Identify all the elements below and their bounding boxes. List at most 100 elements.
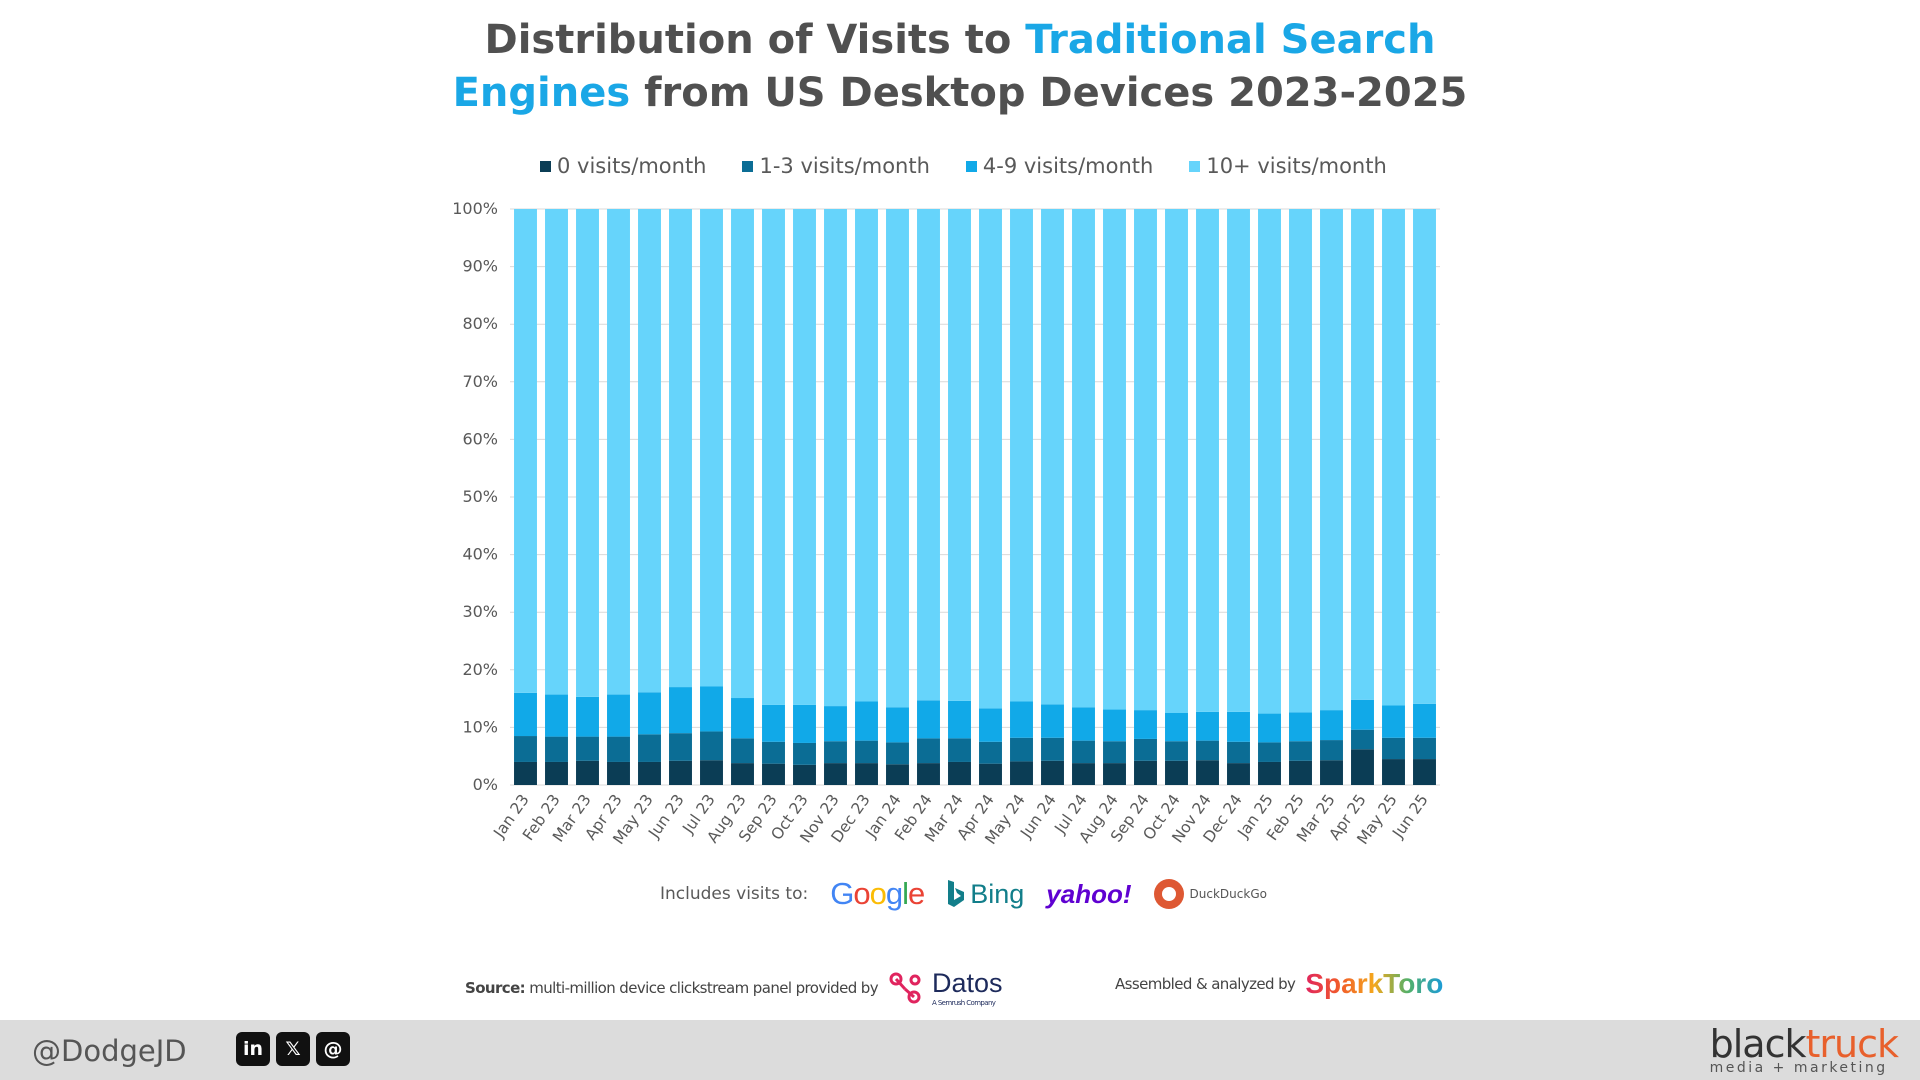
- blacktruck-logo: blacktruck media + marketing: [1709, 1022, 1899, 1076]
- bar-segment: [514, 209, 537, 693]
- legend-item: 4-9 visits/month: [965, 154, 1153, 178]
- bar-segment: [824, 706, 847, 742]
- bar-segment: [1289, 741, 1312, 761]
- bar-segment: [824, 763, 847, 785]
- source-bold: Source:: [465, 978, 526, 997]
- bar-segment: [793, 209, 816, 705]
- bar-segment: [1134, 209, 1157, 711]
- chart-legend: 0 visits/month 1-3 visits/month 4-9 visi…: [540, 154, 1440, 178]
- bar-segment: [1196, 711, 1219, 741]
- bar-segment: [545, 694, 568, 737]
- bar-segment: [1134, 738, 1157, 761]
- bar-segment: [1320, 710, 1343, 741]
- bar-segment: [1227, 209, 1250, 712]
- bar-segment: [1258, 742, 1281, 762]
- datos-word: Datos: [932, 968, 1003, 998]
- y-tick-label: 40%: [462, 545, 498, 564]
- author-handle: @DodgeJD: [32, 1034, 187, 1068]
- title-part2: from US Desktop Devices 2023-2025: [630, 70, 1468, 116]
- bar-segment: [855, 209, 878, 702]
- bar-segment: [576, 760, 599, 785]
- bar-segment: [514, 736, 537, 762]
- y-tick-label: 30%: [462, 602, 498, 621]
- bar-segment: [824, 209, 847, 707]
- bar-segment: [1041, 209, 1064, 705]
- bar-segment: [1165, 741, 1188, 761]
- legend-swatch: [742, 160, 754, 172]
- bar-segment: [731, 763, 754, 785]
- bar-segment: [917, 738, 940, 764]
- bar-segment: [1227, 763, 1250, 785]
- brand-black: black: [1709, 1022, 1807, 1066]
- bar-segment: [1320, 209, 1343, 711]
- bar-segment: [514, 692, 537, 737]
- bar-segment: [1072, 740, 1095, 764]
- bar-segment: [762, 763, 785, 785]
- bing-icon: [948, 880, 965, 907]
- threads-icon[interactable]: @: [316, 1032, 350, 1066]
- bar-segment: [1227, 711, 1250, 742]
- title-highlight1: Traditional Search: [1025, 17, 1436, 63]
- legend-swatch: [965, 160, 977, 172]
- bar-segment: [979, 763, 1002, 785]
- y-tick-label: 0%: [473, 775, 498, 794]
- bar-segment: [793, 742, 816, 765]
- datos-logo: Datos A Semrush Company: [888, 968, 1003, 1007]
- duckduckgo-icon: [1153, 879, 1184, 909]
- bar-segment: [638, 761, 661, 785]
- bar-segment: [1041, 760, 1064, 785]
- bar-segment: [917, 700, 940, 739]
- google-letter: G: [830, 876, 854, 911]
- bar-segment: [824, 741, 847, 764]
- y-tick-label: 100%: [452, 199, 498, 218]
- bar-segment: [917, 209, 940, 701]
- bar-segment: [1196, 760, 1219, 785]
- bar-segment: [1010, 761, 1033, 785]
- bar-segment: [1351, 699, 1374, 730]
- yahoo-logo: yahoo!: [1046, 878, 1132, 909]
- stacked-bar-chart: 0%10%20%30%40%50%60%70%80%90%100%Jan 23F…: [452, 199, 1440, 848]
- bar-segment: [576, 736, 599, 761]
- bar-segment: [1103, 763, 1126, 785]
- bar-segment: [917, 763, 940, 785]
- y-tick-label: 80%: [462, 314, 498, 333]
- bing-logo: Bing: [946, 879, 1024, 910]
- bar-segment: [886, 209, 909, 708]
- bar-segment: [638, 734, 661, 762]
- bar-segment: [1010, 209, 1033, 702]
- bar-segment: [1072, 707, 1095, 741]
- bar-segment: [731, 209, 754, 699]
- bar-segment: [1382, 705, 1405, 738]
- brand-orange: truck: [1805, 1022, 1899, 1066]
- y-tick-label: 90%: [462, 257, 498, 276]
- bar-segment: [545, 761, 568, 785]
- bar-segment: [1227, 741, 1250, 764]
- bar-segment: [1351, 749, 1374, 785]
- bar-segment: [1382, 737, 1405, 760]
- bar-segment: [1134, 710, 1157, 739]
- x-icon[interactable]: 𝕏: [276, 1032, 310, 1066]
- bar-segment: [1413, 209, 1436, 704]
- includes-row: Includes visits to: Google Bing yahoo! D…: [660, 876, 1267, 912]
- bar-segment: [576, 209, 599, 697]
- bar-segment: [731, 698, 754, 739]
- legend-item: 0 visits/month: [540, 154, 706, 178]
- y-tick-label: 70%: [462, 372, 498, 391]
- legend-item: 10+ visits/month: [1189, 154, 1387, 178]
- bar-segment: [979, 209, 1002, 709]
- bar-segment: [700, 760, 723, 785]
- google-letter: o: [853, 876, 870, 911]
- bar-segment: [979, 708, 1002, 742]
- linkedin-icon[interactable]: in: [236, 1032, 270, 1066]
- duckduckgo-logo: DuckDuckGo: [1153, 879, 1267, 909]
- bar-segment: [855, 701, 878, 741]
- bar-segment: [1382, 209, 1405, 706]
- bar-segment: [1320, 760, 1343, 785]
- bar-segment: [762, 209, 785, 705]
- bar-segment: [669, 687, 692, 734]
- bar-segment: [731, 738, 754, 764]
- bar-segment: [1165, 713, 1188, 742]
- bar-segment: [1165, 209, 1188, 713]
- y-tick-label: 10%: [462, 717, 498, 736]
- bar-segment: [1072, 209, 1095, 708]
